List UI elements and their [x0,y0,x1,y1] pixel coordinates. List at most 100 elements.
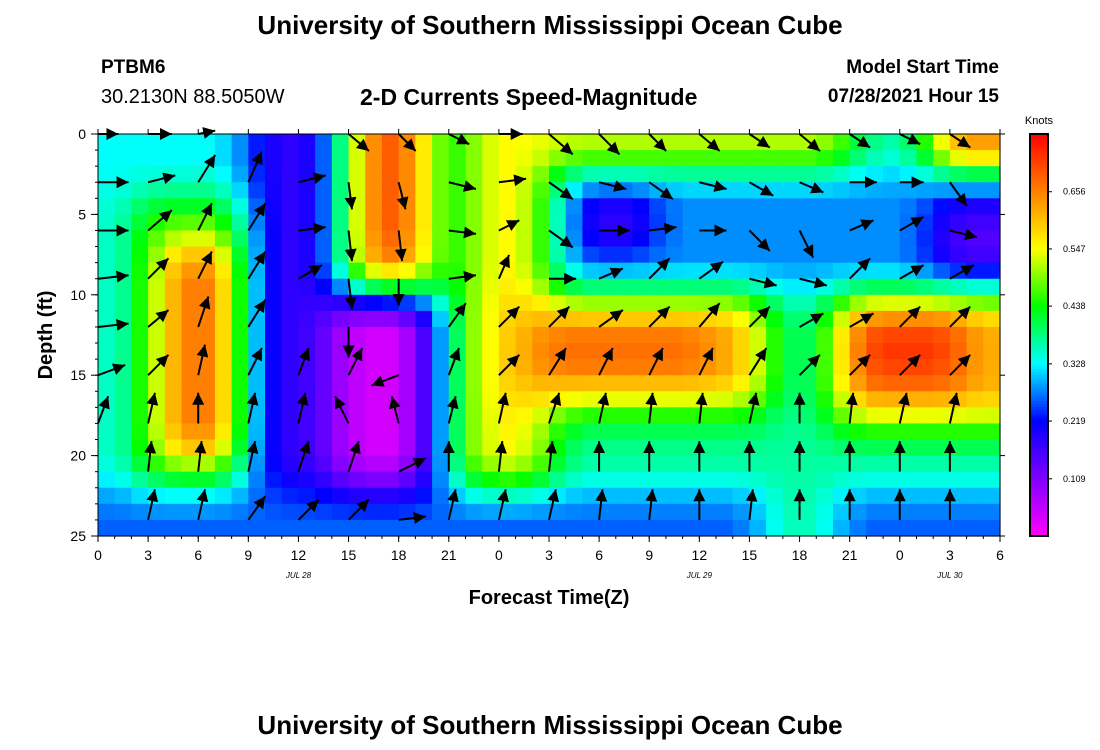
heatmap-cell [665,134,684,151]
heatmap-cell [565,343,583,360]
heatmap-cell [582,343,600,360]
heatmap-cell [632,150,650,167]
heatmap-cell [331,150,350,167]
heatmap-cell [899,487,918,505]
current-vector [698,302,721,328]
heatmap-cell [766,278,784,296]
heatmap-cell [515,439,533,457]
heatmap-cell [665,310,684,328]
heatmap-cell [298,246,316,264]
heatmap-cell [231,487,249,505]
heatmap-cell [816,439,834,457]
heatmap-cell [866,487,884,505]
heatmap-cell [498,503,517,521]
heatmap-cell [348,150,366,167]
heatmap-cell [198,166,216,183]
heatmap-cell [966,310,984,328]
heatmap-cell [315,182,333,199]
y-tick-label: 0 [78,126,86,142]
colorbar-swatch [1030,237,1048,241]
heatmap-cell [381,359,400,376]
heatmap-cell [231,262,249,280]
current-vector [446,395,459,424]
heatmap-cell [966,455,984,473]
heatmap-cell [682,294,700,312]
current-vector [645,392,658,424]
heatmap-cell [281,182,300,199]
heatmap-cell [148,455,166,473]
heatmap-cell [214,166,233,183]
colorbar-swatch [1030,429,1048,434]
current-vector [296,392,309,424]
heatmap-cell [198,423,216,441]
heatmap-cell [214,439,233,457]
current-vector [848,257,871,280]
heatmap-cell [415,150,433,167]
heatmap-cell [331,407,350,425]
heatmap-cell [482,198,500,215]
heatmap-cell [181,262,199,280]
heatmap-cell [866,310,884,328]
heatmap-cell [532,214,550,232]
heatmap-cell [899,326,918,344]
heatmap-cell [983,182,1001,199]
heatmap-cell [432,246,450,264]
current-vector [849,312,874,328]
heatmap-cell [482,423,500,441]
heatmap-cell [766,359,784,376]
heatmap-cell [849,278,867,296]
heatmap-cell [565,423,583,441]
colorbar-swatch [1030,530,1048,534]
current-vector [648,305,671,328]
colorbar-swatch [1030,461,1048,465]
heatmap-cell [98,471,116,489]
heatmap-cell [432,455,450,473]
heatmap-cell [933,471,951,489]
current-vector [198,127,216,139]
heatmap-cell [716,471,734,489]
colorbar-swatch [1030,418,1048,422]
heatmap-cell [799,182,817,199]
heatmap-cell [766,375,784,392]
heatmap-cell [949,214,968,232]
heatmap-cell [448,471,467,489]
heatmap-cell [398,262,416,280]
colorbar-swatch [1030,245,1048,250]
heatmap-cell [315,134,333,151]
heatmap-cell [582,214,600,232]
heatmap-cell [832,134,851,151]
current-vector [247,347,263,376]
heatmap-cell [148,294,166,312]
heatmap-cell [949,407,968,425]
current-vector [196,489,209,521]
colorbar-swatch [1030,214,1048,218]
heatmap-cell [816,214,834,232]
heatmap-cell [799,407,817,425]
heatmap-cell [933,214,951,232]
heatmap-cell [983,359,1001,376]
colorbar-swatch [1030,386,1048,391]
heatmap-cell [582,182,600,199]
heatmap-cell [482,262,500,280]
x-tick-label: 18 [792,547,808,563]
heatmap-cell [198,230,216,248]
heatmap-cell [181,166,199,183]
colorbar-tick-label: 0.438 [1063,301,1086,311]
heatmap-cell [432,343,450,360]
heatmap-cell [515,423,533,441]
heatmap-cell [465,359,483,376]
heatmap-cell [599,439,617,457]
colorbar-swatch [1030,263,1048,267]
heatmap-cell [599,375,617,392]
heatmap-cell [816,278,834,296]
heatmap-cell [699,519,717,537]
heatmap-cell [615,343,634,360]
heatmap-cell [114,519,132,537]
current-vector [497,392,509,424]
heatmap-cell [248,262,266,280]
heatmap-cell [381,471,400,489]
heatmap-cell [164,455,183,473]
heatmap-cell [432,134,450,151]
current-vector [247,202,267,232]
colorbar-swatch [1030,441,1048,445]
